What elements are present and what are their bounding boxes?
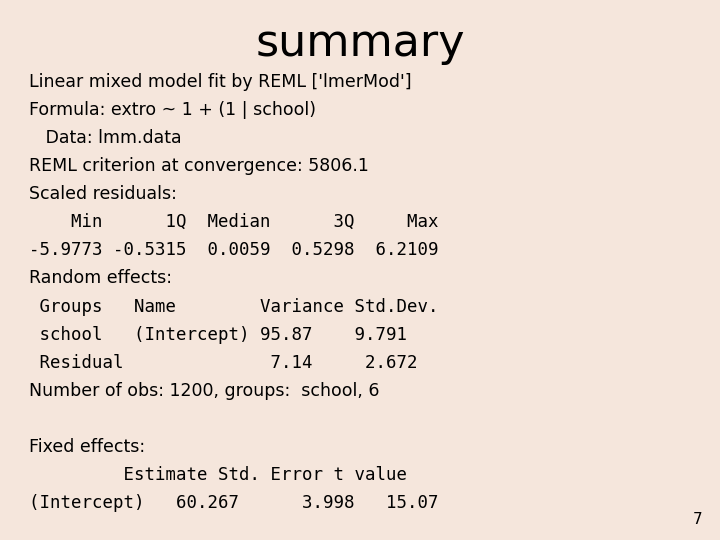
Text: school   (Intercept) 95.87    9.791: school (Intercept) 95.87 9.791: [29, 326, 407, 343]
Text: Scaled residuals:: Scaled residuals:: [29, 185, 176, 203]
Text: Linear mixed model fit by REML ['lmerMod']: Linear mixed model fit by REML ['lmerMod…: [29, 73, 411, 91]
Text: (Intercept)   60.267      3.998   15.07: (Intercept) 60.267 3.998 15.07: [29, 494, 438, 512]
Text: Formula: extro ~ 1 + (1 | school): Formula: extro ~ 1 + (1 | school): [29, 101, 316, 119]
Text: Groups   Name        Variance Std.Dev.: Groups Name Variance Std.Dev.: [29, 298, 438, 315]
Text: Data: lmm.data: Data: lmm.data: [29, 129, 181, 147]
Text: Residual              7.14     2.672: Residual 7.14 2.672: [29, 354, 418, 372]
Text: Random effects:: Random effects:: [29, 269, 172, 287]
Text: 7: 7: [693, 511, 702, 526]
Text: Fixed effects:: Fixed effects:: [29, 438, 145, 456]
Text: -5.9773 -0.5315  0.0059  0.5298  6.2109: -5.9773 -0.5315 0.0059 0.5298 6.2109: [29, 241, 438, 259]
Text: REML criterion at convergence: 5806.1: REML criterion at convergence: 5806.1: [29, 157, 369, 175]
Text: Estimate Std. Error t value: Estimate Std. Error t value: [29, 466, 407, 484]
Text: Min      1Q  Median      3Q     Max: Min 1Q Median 3Q Max: [29, 213, 438, 231]
Text: summary: summary: [255, 22, 465, 65]
Text: Number of obs: 1200, groups:  school, 6: Number of obs: 1200, groups: school, 6: [29, 382, 379, 400]
